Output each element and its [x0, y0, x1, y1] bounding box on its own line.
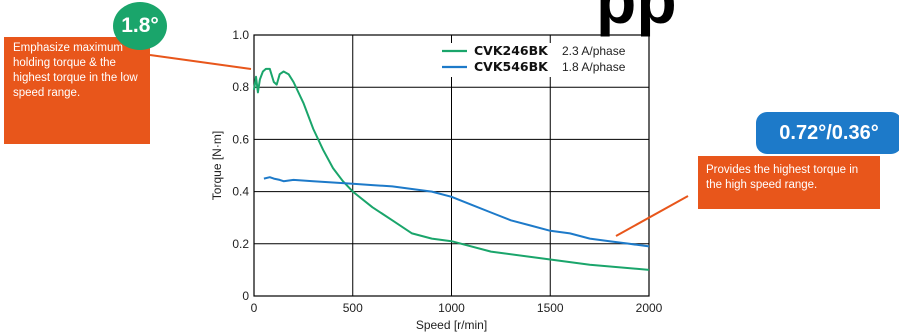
badge-0-72-0-36-degree-label: 0.72°/0.36°: [779, 121, 879, 144]
callout-high-speed-pointer: [615, 195, 689, 237]
callout-low-speed: Emphasize maximum holding torque & the h…: [4, 37, 150, 144]
callout-high-speed-text: Provides the highest torque in the high …: [706, 164, 859, 191]
x-tick-label: 1500: [537, 301, 564, 315]
callout-pointers: [149, 54, 689, 237]
y-tick-label: 1.0: [232, 28, 249, 42]
x-tick-label: 2000: [636, 301, 663, 315]
legend-series-name: CVK546BK: [474, 59, 549, 74]
badge-1-8-degree: 1.8°: [113, 2, 167, 50]
series-line-cvk546bk: [263, 176, 650, 248]
legend-series-name: CVK246BK: [474, 43, 549, 58]
title-fragment: pp: [596, 0, 677, 37]
y-tick-label: 0.2: [232, 237, 249, 251]
badge-0-72-0-36-degree: 0.72°/0.36°: [756, 112, 899, 154]
legend-series-unit: 2.3 A/phase: [562, 44, 626, 58]
x-tick-label: 500: [343, 301, 363, 315]
chart-legend: CVK246BK 2.3 A/phase CVK546BK 1.8 A/phase: [436, 43, 644, 77]
chart-series: [253, 67, 650, 271]
x-tick-label: 1000: [438, 301, 465, 315]
callout-low-speed-pointer: [149, 54, 252, 70]
badge-1-8-degree-label: 1.8°: [121, 14, 159, 37]
chart-axes: 0 500 1000 1500 2000 0 0.2 0.4 0.6 0.8 1.0 Speed [r…: [210, 28, 663, 332]
y-tick-label: 0: [242, 289, 249, 303]
chart-grid: [253, 34, 650, 297]
legend-series-unit: 1.8 A/phase: [562, 60, 626, 74]
callout-high-speed: Provides the highest torque in the high …: [698, 156, 880, 209]
series-line-cvk246bk: [253, 67, 650, 271]
callout-low-speed-text: Emphasize maximum holding torque & the h…: [13, 42, 138, 99]
y-tick-label: 0.6: [232, 132, 249, 146]
x-axis-title: Speed [r/min]: [416, 318, 487, 332]
y-tick-label: 0.4: [232, 185, 249, 199]
legend-background: [436, 43, 644, 77]
x-tick-label: 0: [251, 301, 258, 315]
y-tick-label: 0.8: [232, 80, 249, 94]
y-axis-title: Torque [N·m]: [210, 131, 224, 200]
